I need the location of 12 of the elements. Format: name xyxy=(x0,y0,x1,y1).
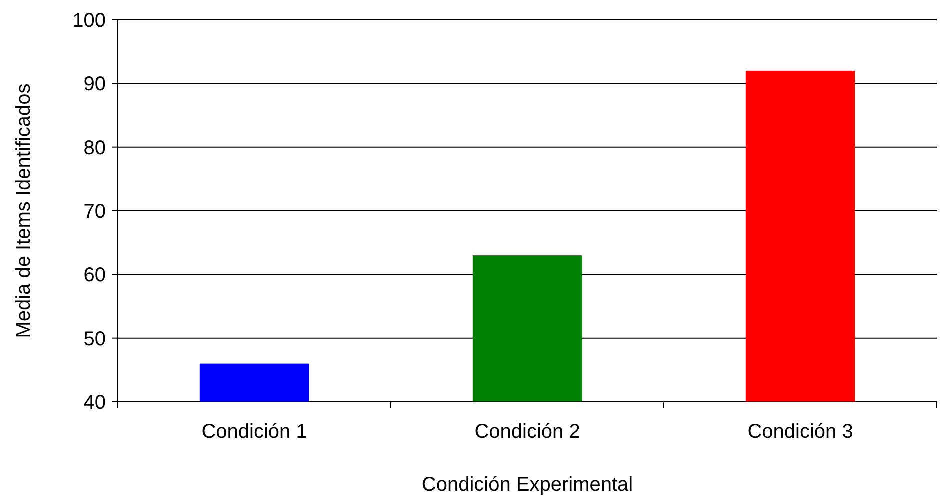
x-tick-label: Condición 3 xyxy=(748,421,854,443)
y-tick-label: 40 xyxy=(84,392,106,414)
y-tick-label: 50 xyxy=(84,328,106,350)
y-tick-label: 70 xyxy=(84,201,106,223)
x-tick-label: Condición 2 xyxy=(474,421,580,443)
y-tick-label: 60 xyxy=(84,264,106,287)
x-axis-title: Condición Experimental xyxy=(422,474,634,496)
y-tick-label: 80 xyxy=(84,137,106,160)
y-axis-title: Media de Items Identificados xyxy=(13,84,35,338)
y-tick-label: 100 xyxy=(72,10,106,32)
x-tick-label: Condición 1 xyxy=(202,421,308,443)
y-tick-label: 90 xyxy=(84,74,106,96)
